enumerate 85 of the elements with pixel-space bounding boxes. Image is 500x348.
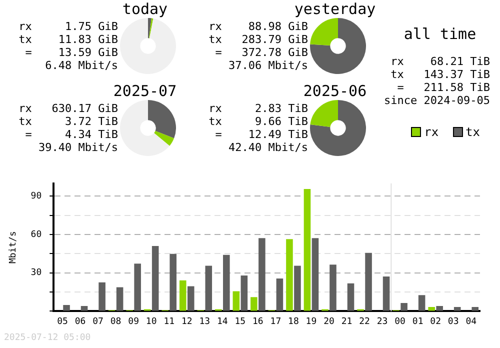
bar — [80, 306, 88, 311]
x-tick-label: 15 — [234, 316, 246, 327]
x-tick-label: 03 — [448, 316, 459, 327]
bar — [400, 303, 408, 311]
x-tick-label: 21 — [341, 316, 352, 327]
x-tick-label: 01 — [412, 316, 424, 327]
x-tick-label: 22 — [359, 316, 370, 327]
x-tick-label: 00 — [394, 316, 406, 327]
text: rx 68.21 TiB — [390, 55, 490, 68]
bar — [454, 306, 461, 311]
bar — [250, 297, 258, 311]
x-tick-label: 05 — [57, 316, 68, 327]
bar — [382, 276, 390, 311]
text: since 2024-09-05 — [384, 94, 490, 107]
text: = 211.58 TiB — [397, 81, 490, 94]
x-tick-label: 19 — [306, 316, 317, 327]
bar — [418, 295, 426, 311]
x-tick-label: 12 — [181, 316, 192, 327]
bar — [347, 283, 354, 311]
bar — [428, 306, 435, 311]
text: rx 2.83 TiB — [208, 102, 308, 115]
bar — [98, 282, 106, 311]
legend-label: tx — [464, 125, 480, 139]
bar — [436, 306, 443, 311]
x-tick-label: 13 — [199, 316, 210, 327]
bar — [276, 278, 284, 311]
bar — [232, 291, 240, 311]
text: = 4.34 TiB — [25, 128, 118, 141]
text: rx 1.75 GiB — [18, 20, 118, 33]
x-tick-label: 23 — [376, 316, 388, 327]
bar — [330, 264, 336, 311]
chart-title: today — [121, 0, 169, 18]
bar — [152, 246, 159, 311]
text: = 13.59 GiB — [25, 46, 118, 59]
text: tx 143.37 TiB — [390, 68, 490, 81]
bar — [240, 276, 248, 311]
text: = 12.49 TiB — [215, 128, 308, 141]
text: 42.40 Mbit/s — [228, 141, 308, 154]
text: rx 630.17 GiB — [18, 102, 118, 115]
text: tx 3.72 TiB — [18, 115, 118, 128]
bar — [472, 306, 479, 311]
bar — [223, 254, 230, 311]
bar — [365, 252, 372, 311]
x-tick-label: 18 — [288, 316, 299, 327]
x-tick-label: 17 — [270, 316, 282, 327]
bar — [134, 264, 141, 311]
text: 39.40 Mbit/s — [38, 141, 118, 154]
x-tick-label: 10 — [146, 316, 157, 327]
bar — [205, 266, 212, 311]
legend-label: rx — [423, 125, 439, 139]
x-tick-label: 02 — [430, 316, 442, 327]
x-tick-label: 11 — [164, 316, 175, 327]
bar — [187, 286, 194, 311]
bar — [312, 238, 319, 311]
text: tx 11.83 GiB — [18, 33, 118, 46]
y-tick-label: 60 — [30, 230, 42, 240]
text: 37.06 Mbit/s — [228, 59, 308, 72]
x-tick-label: 14 — [216, 316, 228, 327]
y-tick-label: 30 — [30, 268, 42, 278]
x-tick-label: 08 — [110, 316, 122, 327]
bar — [286, 239, 293, 311]
chart-title: 2025-07 — [112, 82, 178, 100]
x-tick-label: 20 — [324, 316, 334, 327]
x-tick-label: 16 — [252, 316, 264, 327]
x-tick-label: 06 — [74, 316, 86, 327]
y-axis-title: Mbit/s — [8, 231, 19, 264]
text: all time — [402, 25, 478, 43]
bar — [179, 280, 186, 311]
y-tick-label: 90 — [30, 192, 42, 202]
x-tick-label: 07 — [92, 316, 104, 327]
bar — [304, 189, 311, 311]
text: tx 283.79 GiB — [208, 33, 308, 46]
chart-title: 2025-06 — [303, 82, 367, 100]
bar — [258, 238, 266, 311]
bar — [294, 266, 301, 311]
chart-title: yesterday — [293, 0, 377, 18]
bar — [170, 254, 177, 311]
text: 6.48 Mbit/s — [45, 59, 118, 72]
text: tx 9.66 TiB — [208, 115, 308, 128]
text: rx 88.98 GiB — [208, 20, 308, 33]
x-tick-label: 09 — [128, 316, 139, 327]
x-tick-label: 04 — [466, 316, 477, 327]
bar — [63, 304, 70, 311]
bar — [116, 287, 124, 311]
text: = 372.78 GiB — [215, 46, 308, 59]
